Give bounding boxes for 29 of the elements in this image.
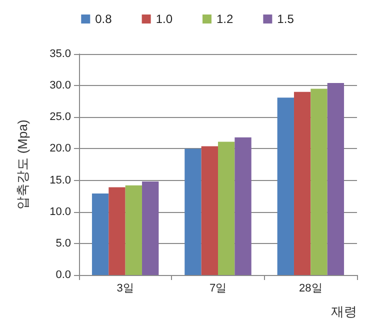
y-tick-label: 30.0 [50, 80, 71, 92]
y-tick-label: 10.0 [50, 206, 71, 218]
y-tick-label: 20.0 [50, 142, 71, 155]
x-tick-label: 7일 [209, 282, 227, 294]
bar [294, 92, 311, 275]
y-tick-label: 25.0 [50, 111, 71, 124]
y-tick-label: 15.0 [50, 174, 71, 186]
bar [310, 88, 328, 275]
bar [142, 182, 159, 275]
bar [125, 185, 142, 275]
x-tick-label: 28일 [299, 282, 322, 294]
legend-label: 1.5 [277, 12, 294, 26]
legend-label: 1.0 [156, 12, 173, 26]
bar [218, 142, 235, 275]
x-axis-title: 재령 [331, 304, 357, 319]
bar [234, 137, 252, 275]
bar [327, 83, 344, 275]
x-tick-label: 3일 [116, 282, 134, 294]
legend-label: 0.8 [95, 12, 112, 26]
y-tick-label: 5.0 [56, 237, 71, 250]
bar [184, 148, 202, 275]
legend-label: 1.2 [216, 12, 234, 26]
y-tick-label: 0.0 [56, 269, 71, 281]
y-axis-title: 압축강도 (Mpa) [15, 120, 30, 210]
bar [201, 146, 218, 275]
bar [92, 194, 109, 275]
bar [277, 98, 294, 275]
y-tick-label: 35.0 [50, 48, 71, 60]
bar [108, 187, 126, 275]
